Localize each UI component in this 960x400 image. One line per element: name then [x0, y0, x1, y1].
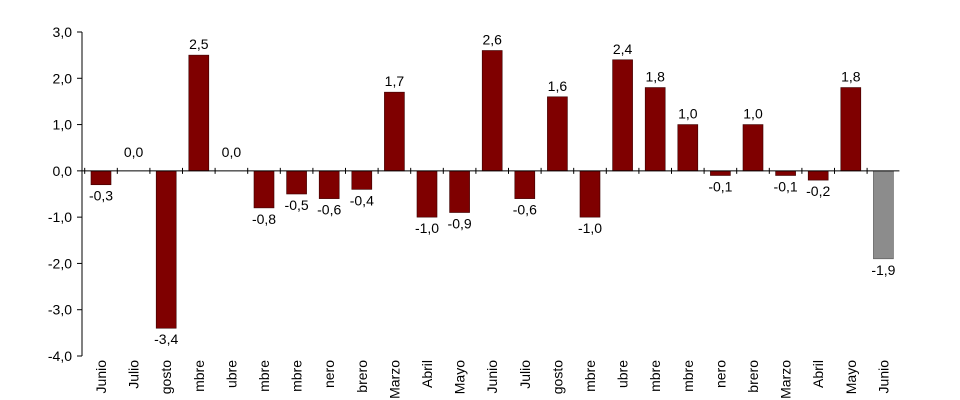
category-label: nero	[712, 360, 728, 388]
data-label: 1,7	[385, 73, 405, 89]
y-tick-label: 0,0	[53, 163, 73, 179]
bar	[286, 170, 307, 195]
bar	[775, 170, 796, 176]
y-tick-label: -3,0	[48, 302, 72, 318]
category-label: Junio	[484, 360, 500, 394]
data-label: -0,1	[774, 178, 798, 194]
y-axis: 3,0 2,0 1,0 0,0 -1,0 -2,0 -3,0 -4,0	[48, 24, 83, 364]
category-label: ubre	[615, 360, 631, 388]
category-label: brero	[354, 360, 370, 393]
data-label: 1,8	[645, 69, 665, 85]
category-label: mbre	[647, 360, 663, 392]
category-label: gosto	[158, 360, 174, 394]
bar	[612, 59, 633, 172]
category-label: Marzo	[386, 360, 402, 399]
bar	[155, 170, 177, 329]
data-label: -0,9	[448, 216, 472, 232]
data-labels: -0,3 0,0 -3,4 2,5 0,0 -0,8 -0,5 -0,6 -0,4 1,7 -1,0…	[89, 32, 896, 348]
category-label: Mayo	[843, 360, 859, 394]
data-label: -0,6	[317, 202, 341, 218]
bar	[644, 87, 666, 172]
data-label: 2,6	[482, 32, 502, 48]
data-label: 1,8	[841, 69, 861, 85]
data-label: -0,8	[252, 211, 276, 227]
category-label: mbre	[191, 360, 207, 392]
category-label: ubre	[223, 360, 239, 388]
category-label: mbre	[582, 360, 598, 392]
category-label: Marzo	[778, 360, 794, 399]
data-label: -0,1	[708, 178, 732, 194]
bar	[547, 96, 568, 172]
category-label: Julio	[517, 360, 533, 389]
bar	[873, 170, 894, 260]
x-axis: Junio Julio gosto mbre ubre mbre mbre nero brero…	[82, 167, 900, 399]
bar	[677, 124, 699, 172]
data-label: -1,0	[578, 220, 602, 236]
bar	[384, 91, 405, 172]
data-label: 2,4	[613, 41, 633, 57]
data-label: 0,0	[222, 144, 242, 160]
category-label: Julio	[126, 360, 142, 389]
category-label: Mayo	[452, 360, 468, 394]
category-label: gosto	[549, 360, 565, 394]
y-tick-label: -2,0	[48, 255, 72, 271]
bars	[90, 50, 894, 329]
y-tick-label: -4,0	[48, 348, 72, 364]
data-label: -3,4	[154, 331, 178, 347]
y-tick-label: 1,0	[53, 117, 73, 133]
bar	[351, 170, 373, 190]
category-label: Junio	[93, 360, 109, 394]
bar	[416, 170, 438, 218]
y-tick-label: -1,0	[48, 209, 72, 225]
bar	[481, 50, 503, 172]
data-label: -0,4	[350, 192, 374, 208]
bar	[253, 170, 275, 209]
category-label: Abril	[810, 360, 826, 388]
y-tick-label: 2,0	[53, 70, 73, 86]
bar	[90, 170, 112, 186]
data-label: -1,0	[415, 220, 439, 236]
bar	[710, 170, 731, 176]
data-label: -1,9	[871, 262, 895, 278]
category-label: brero	[745, 360, 761, 393]
y-tick-label: 3,0	[53, 24, 73, 40]
bar	[807, 170, 829, 181]
category-label: mbre	[680, 360, 696, 392]
bar	[318, 170, 340, 199]
category-label: mbre	[256, 360, 272, 392]
bar	[579, 170, 601, 218]
data-label: -0,3	[89, 188, 113, 204]
category-label: nero	[321, 360, 337, 388]
data-label: -0,5	[285, 197, 309, 213]
data-label: -0,2	[806, 183, 830, 199]
bar	[449, 170, 470, 213]
data-label: 2,5	[189, 36, 209, 52]
bar	[742, 124, 764, 172]
bar	[514, 170, 536, 199]
data-label: 0,0	[124, 144, 144, 160]
bar	[840, 87, 862, 172]
category-label: Abril	[419, 360, 435, 388]
data-label: 1,0	[743, 106, 763, 122]
category-label: Junio	[875, 360, 891, 394]
data-label: 1,6	[548, 78, 568, 94]
category-label: mbre	[289, 360, 305, 392]
data-label: -0,6	[513, 202, 537, 218]
data-label: 1,0	[678, 106, 698, 122]
bar	[188, 54, 210, 172]
